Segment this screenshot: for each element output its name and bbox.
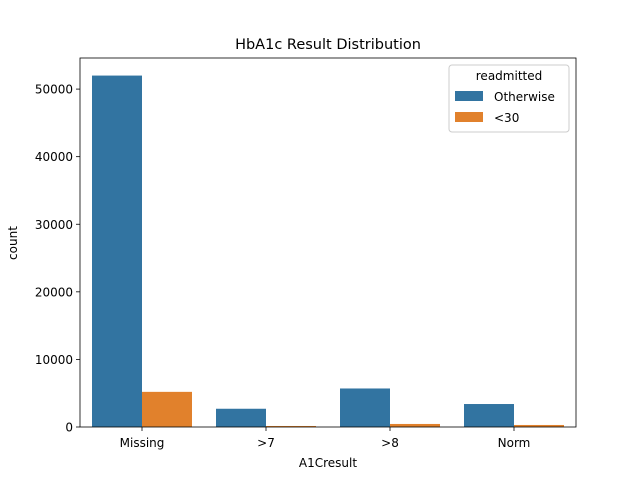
legend-label-otherwise: Otherwise (494, 90, 555, 104)
x-tick-label: Missing (120, 436, 165, 450)
bar-lt30-1 (266, 425, 316, 427)
bar-otherwise-2 (340, 388, 390, 427)
plot-frame (79, 57, 577, 428)
y-tick-label: 30000 (35, 218, 73, 232)
legend-title: readmitted (476, 69, 542, 83)
x-axis: Missing >7 >8 Norm (120, 427, 531, 450)
bar-lt30-0 (142, 391, 192, 427)
legend-swatch-lt30 (455, 112, 483, 122)
legend-label-lt30: <30 (494, 111, 519, 125)
bars-layer (92, 75, 564, 428)
bar-otherwise-1 (216, 408, 266, 427)
bar-lt30-2 (390, 423, 440, 427)
y-tick-label: 20000 (35, 285, 73, 299)
bar-lt30-3 (514, 424, 564, 427)
legend-swatch-otherwise (455, 91, 483, 101)
bar-otherwise-3 (464, 404, 514, 427)
x-tick-label: Norm (498, 436, 531, 450)
y-axis: 0 10000 20000 30000 40000 50000 (35, 83, 80, 435)
legend: readmitted Otherwise <30 (448, 64, 570, 133)
x-axis-label: A1Cresult (299, 456, 357, 470)
bar-otherwise-0 (92, 75, 142, 428)
x-tick-label: >8 (381, 436, 399, 450)
chart-title: HbA1c Result Distribution (235, 37, 421, 53)
y-axis-label: count (6, 226, 20, 260)
y-tick-label: 0 (65, 421, 73, 435)
y-tick-label: 10000 (35, 353, 73, 367)
x-tick-label: >7 (257, 436, 275, 450)
y-tick-label: 50000 (35, 83, 73, 97)
y-tick-label: 40000 (35, 150, 73, 164)
